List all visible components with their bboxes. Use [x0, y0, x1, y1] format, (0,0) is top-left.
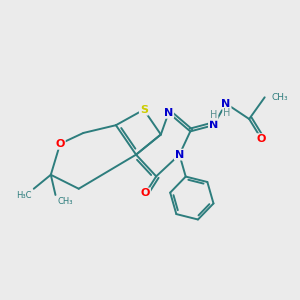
Text: H: H: [211, 110, 218, 120]
Text: O: O: [257, 134, 266, 144]
Text: O: O: [141, 188, 150, 198]
Text: CH₃: CH₃: [57, 197, 73, 206]
Text: CH₃: CH₃: [272, 93, 288, 102]
Text: N: N: [164, 108, 173, 118]
Text: N: N: [209, 120, 218, 130]
Text: H: H: [223, 108, 230, 118]
Text: O: O: [56, 139, 65, 149]
Text: N: N: [175, 150, 184, 160]
Text: S: S: [140, 105, 148, 115]
Text: H₃C: H₃C: [16, 191, 31, 200]
Text: N: N: [221, 98, 231, 109]
